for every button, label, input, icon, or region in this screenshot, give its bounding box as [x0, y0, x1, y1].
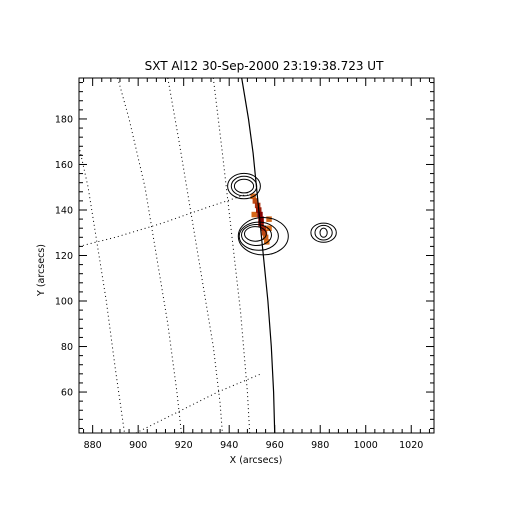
y-axis-label: Y (arcsecs): [36, 244, 47, 297]
x-tick-label: 1020: [399, 440, 423, 451]
contour: [227, 172, 261, 200]
y-tick-label: 80: [61, 342, 73, 353]
contour: [241, 224, 272, 246]
y-tick-label: 140: [55, 205, 73, 216]
contour: [244, 226, 267, 242]
solar-limb: [241, 78, 276, 433]
image-pixel: [252, 198, 259, 204]
grid-line: [79, 193, 248, 247]
grid-line: [167, 78, 223, 433]
contour: [233, 178, 255, 194]
heliographic-grid: [79, 78, 262, 433]
axes: 880 900 920 940 960 980 1000 1020 60 80 100 120 140 1…: [55, 78, 434, 451]
x-tick-label: 920: [175, 440, 193, 451]
image-pixel: [264, 239, 270, 245]
chart-title: SXT Al12 30-Sep-2000 23:19:38.723 UT: [145, 59, 385, 73]
grid-line: [212, 78, 251, 433]
contour: [238, 221, 279, 251]
grid-line: [117, 78, 182, 433]
plot-frame: [78, 77, 435, 434]
image-pixel: [251, 211, 257, 218]
x-tick-label: 980: [311, 440, 329, 451]
image-pixel: [258, 220, 264, 227]
contour: [319, 227, 328, 238]
image-pixel: [257, 211, 263, 218]
image-pixel: [266, 216, 272, 222]
image-pixel: [260, 225, 267, 231]
x-tick-label: 880: [84, 440, 102, 451]
x-axis-label: X (arcsecs): [230, 455, 283, 466]
y-tick-label: 100: [55, 297, 73, 308]
y-tick-label: 120: [55, 251, 73, 262]
contour: [310, 222, 337, 243]
solar-limb-layer: [241, 78, 276, 433]
x-tick-label: 960: [266, 440, 284, 451]
y-tick-label: 180: [55, 114, 73, 125]
image-pixel: [258, 216, 264, 222]
x-tick-label: 900: [129, 440, 147, 451]
image-pixel: [261, 230, 268, 236]
y-tick-label: 160: [55, 160, 73, 171]
y-tick-label: 60: [61, 388, 73, 399]
image-pixel: [266, 225, 272, 231]
contour-layer: [227, 172, 337, 256]
x-tick-label: 1000: [354, 440, 378, 451]
contour: [314, 224, 333, 241]
x-tick-label: 940: [220, 440, 238, 451]
grid-line: [79, 146, 125, 433]
grid-line: [135, 373, 262, 433]
image-pixel: [254, 202, 261, 209]
